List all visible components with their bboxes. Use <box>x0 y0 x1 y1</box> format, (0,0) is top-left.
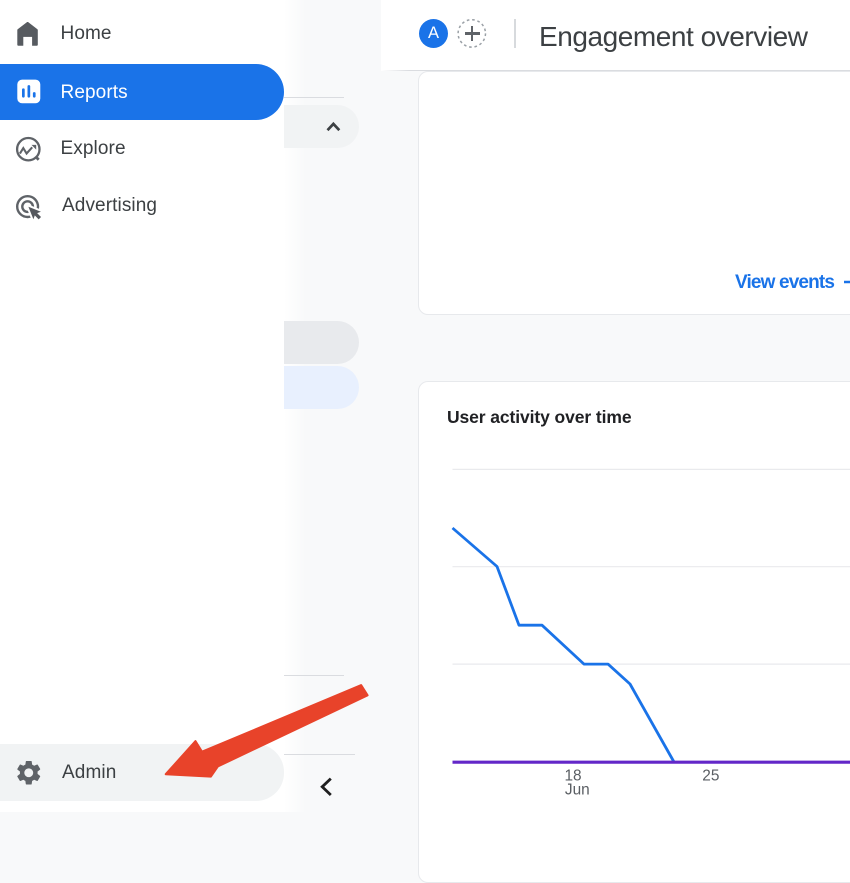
svg-text:Jun: Jun <box>565 782 590 799</box>
svg-text:18: 18 <box>565 768 582 785</box>
svg-text:25: 25 <box>702 768 719 785</box>
